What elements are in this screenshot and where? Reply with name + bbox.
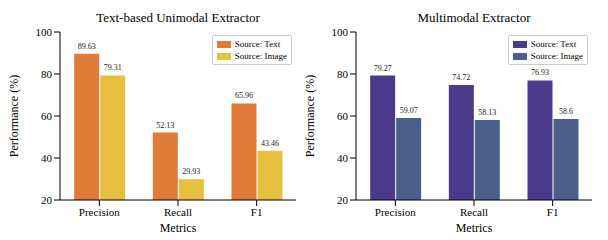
svg-text:40: 40 [337, 152, 349, 164]
html-text:Source: Text: Source: Text [530, 39, 577, 49]
svg-text:Recall: Recall [164, 206, 192, 218]
svg-text:Precision: Precision [375, 206, 416, 218]
svg-text:40: 40 [41, 152, 53, 164]
svg-text:59.07: 59.07 [400, 106, 418, 115]
svg-text:65.96: 65.96 [235, 91, 253, 100]
svg-text:Metrics: Metrics [160, 221, 197, 232]
svg-text:79.31: 79.31 [104, 63, 122, 72]
svg-text:20: 20 [337, 194, 349, 206]
svg-text:89.63: 89.63 [78, 42, 96, 51]
svg-text:F1: F1 [251, 206, 263, 218]
svg-text:Performance (%): Performance (%) [8, 75, 21, 157]
svg-text:Performance (%): Performance (%) [304, 75, 317, 157]
svg-text:52.13: 52.13 [156, 121, 174, 130]
svg-text:100: 100 [36, 26, 53, 38]
svg-text:29.93: 29.93 [182, 167, 200, 176]
svg-text:Recall: Recall [460, 206, 488, 218]
svg-text:F1: F1 [547, 206, 559, 218]
html-text:Multimodal Extractor: Multimodal Extractor [417, 10, 531, 25]
html-text:Source: Image: Source: Image [530, 51, 583, 61]
html-text:Source: Text: Source: Text [234, 39, 281, 49]
svg-text:60: 60 [41, 110, 53, 122]
svg-text:58.6: 58.6 [559, 107, 573, 116]
svg-text:74.72: 74.72 [452, 73, 470, 82]
svg-text:58.13: 58.13 [478, 108, 496, 117]
svg-text:Precision: Precision [79, 206, 120, 218]
svg-text:43.46: 43.46 [261, 139, 279, 148]
svg-text:76.93: 76.93 [531, 68, 549, 77]
svg-text:Metrics: Metrics [456, 221, 493, 232]
svg-text:20: 20 [41, 194, 53, 206]
html-text:Text-based Unimodal Extractor: Text-based Unimodal Extractor [96, 10, 260, 25]
svg-text:80: 80 [337, 68, 349, 80]
svg-text:79.27: 79.27 [374, 64, 392, 73]
html-text:Source: Image: Source: Image [234, 51, 287, 61]
svg-text:80: 80 [41, 68, 53, 80]
svg-text:60: 60 [337, 110, 349, 122]
svg-text:100: 100 [332, 26, 349, 38]
